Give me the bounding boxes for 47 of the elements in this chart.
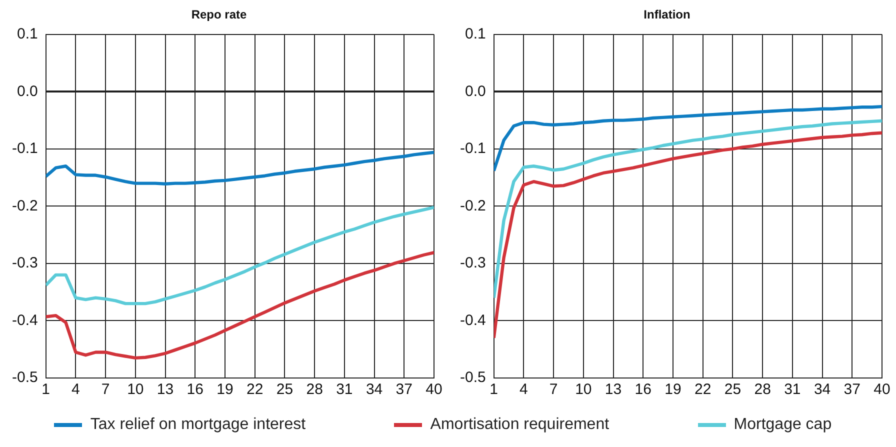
x-tick-label: 25 — [724, 381, 742, 398]
x-tick-label: 10 — [127, 381, 144, 398]
x-tick-label: 1 — [490, 381, 498, 398]
x-tick-label: 10 — [575, 381, 592, 398]
x-tick-label: 13 — [156, 381, 174, 398]
x-tick-label: 25 — [276, 381, 294, 398]
legend-label: Tax relief on mortgage interest — [90, 416, 306, 434]
x-tick-label: 7 — [549, 381, 558, 398]
x-tick-label: 4 — [520, 381, 528, 398]
x-tick-label: 31 — [784, 381, 801, 398]
x-tick-label: 28 — [754, 381, 771, 398]
y-tick-label: -0.3 — [460, 254, 486, 272]
x-tick-label: 37 — [396, 381, 412, 398]
y-tick-label: -0.2 — [460, 197, 486, 214]
x-tick-label: 16 — [186, 381, 204, 398]
x-tick-label: 34 — [814, 381, 831, 398]
x-tick-label: 40 — [874, 381, 890, 398]
y-tick-label: -0.2 — [12, 197, 38, 214]
y-tick-label: -0.4 — [460, 312, 486, 329]
y-tick-label: 0.0 — [16, 82, 38, 100]
y-tick-label: 0.1 — [464, 26, 486, 43]
y-tick-label: -0.1 — [12, 140, 38, 158]
y-tick-label: -0.5 — [12, 369, 38, 386]
x-tick-label: 22 — [694, 381, 712, 398]
x-tick-label: 34 — [366, 381, 383, 398]
x-tick-label: 28 — [306, 381, 323, 398]
chart-title: Inflation — [644, 8, 690, 22]
x-tick-label: 1 — [42, 381, 50, 398]
x-tick-label: 40 — [426, 381, 442, 398]
x-tick-label: 13 — [604, 381, 622, 398]
y-tick-label: 0.0 — [464, 82, 486, 100]
x-tick-label: 7 — [101, 381, 110, 398]
legend-label: Amortisation requirement — [430, 416, 610, 434]
y-tick-label: -0.3 — [12, 254, 38, 272]
x-tick-label: 19 — [216, 381, 234, 398]
chart-title: Repo rate — [191, 8, 247, 22]
y-tick-label: 0.1 — [16, 26, 38, 43]
x-tick-label: 22 — [246, 381, 264, 398]
x-tick-label: 37 — [844, 381, 860, 398]
x-tick-label: 19 — [664, 381, 682, 398]
y-tick-label: -0.4 — [12, 312, 38, 329]
y-tick-label: -0.5 — [460, 369, 486, 386]
x-tick-label: 31 — [336, 381, 353, 398]
y-tick-label: -0.1 — [460, 140, 486, 158]
legend-label: Mortgage cap — [734, 416, 832, 434]
x-tick-label: 16 — [634, 381, 652, 398]
x-tick-label: 4 — [72, 381, 80, 398]
